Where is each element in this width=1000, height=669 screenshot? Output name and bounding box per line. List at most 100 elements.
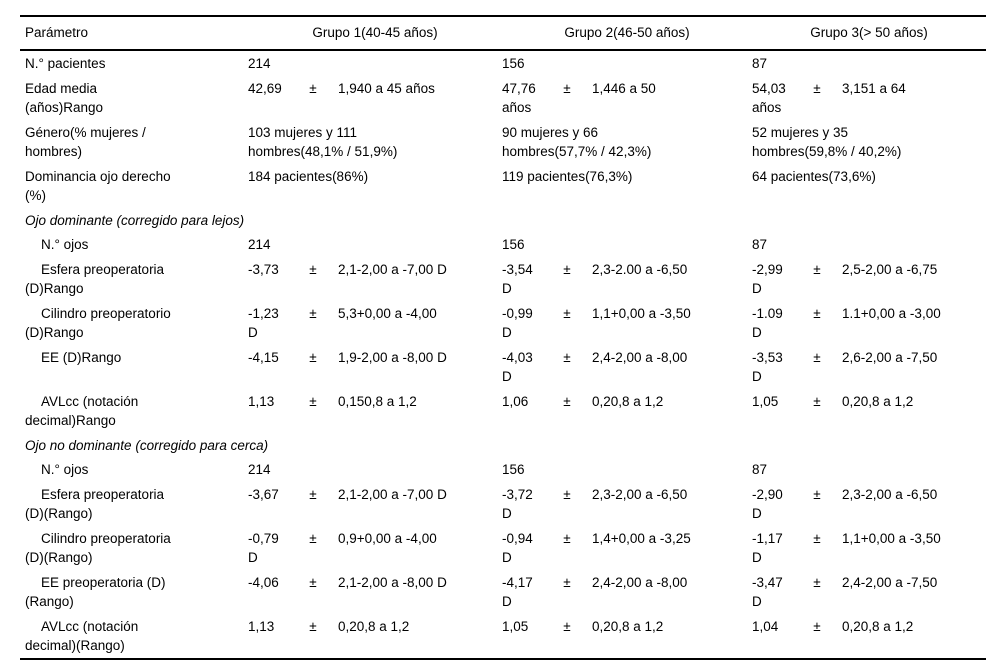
mean-value: -1,17 xyxy=(752,531,783,546)
group3-value-cell: 87 xyxy=(752,54,986,73)
plus-minus-symbol: ± xyxy=(563,81,571,96)
value-line: 90 mujeres y 66 xyxy=(502,125,599,140)
value-line: 156 xyxy=(502,462,525,477)
sd-and-range: 1,1+0,00 a -3,50 xyxy=(842,531,941,546)
plus-minus-symbol: ± xyxy=(563,394,571,409)
value-line: 214 xyxy=(248,462,271,477)
table-row: N.° ojos 214 156 87 xyxy=(20,457,986,482)
value-line: 87 xyxy=(752,462,768,477)
group2-value-cell: -0,94 ±1,4+0,00 a -3,25 D xyxy=(502,529,752,567)
plus-minus-symbol: ± xyxy=(563,306,571,321)
group1-value-cell: 184 pacientes(86%) xyxy=(248,167,502,205)
parameter-label: Dominancia ojo derecho (%) xyxy=(20,167,248,205)
value-line: 156 xyxy=(502,237,525,252)
range-wrap-line: D xyxy=(752,369,762,384)
table-row: AVLcc (notación decimal)(Rango) 1,13 ±0,20,… xyxy=(20,614,986,658)
plus-minus-symbol: ± xyxy=(309,575,317,590)
range-wrap-line: D xyxy=(752,594,762,609)
mean-value: -0,79 xyxy=(248,531,279,546)
label-line: Edad media xyxy=(25,81,98,96)
range-wrap-line: años xyxy=(752,100,782,115)
range-wrap-line: D xyxy=(752,281,762,296)
parameter-label: Esfera preoperatoria (D)(Rango) xyxy=(20,485,248,523)
sd-and-range: 0,150,8 a 1,2 xyxy=(338,394,417,409)
mean-value: -4,03 xyxy=(502,350,533,365)
value-line: 87 xyxy=(752,56,768,71)
range-wrap-line: D xyxy=(502,369,512,384)
group1-value-cell: 103 mujeres y 111 hombres(48,1% / 51,9%) xyxy=(248,123,502,161)
mean-value: -0,94 xyxy=(502,531,533,546)
sd-and-range: 5,3+0,00 a -4,00 xyxy=(338,306,437,321)
value-line: 52 mujeres y 35 xyxy=(752,125,849,140)
sd-and-range: 2,3-2,00 a -6,50 xyxy=(842,487,938,502)
group2-value-cell: 90 mujeres y 66 hombres(57,7% / 42,3%) xyxy=(502,123,752,161)
group3-value-cell: -3,53 ±2,6-2,00 a -7,50 D xyxy=(752,348,986,386)
parameters-table: Parámetro Grupo 1(40-45 años) Grupo 2(46… xyxy=(20,15,986,660)
table-row: N.° pacientes 214 156 87 xyxy=(20,51,986,76)
group2-value-cell: 156 xyxy=(502,235,752,254)
group1-value-cell: -4,15 ±1,9-2,00 a -8,00 D xyxy=(248,348,502,386)
mean-value: -3,53 xyxy=(752,350,783,365)
plus-minus-symbol: ± xyxy=(563,531,571,546)
group2-value-cell: 1,06 ±0,20,8 a 1,2 xyxy=(502,392,752,430)
label-line: (años)Rango xyxy=(25,100,104,115)
mean-value: 1,04 xyxy=(752,619,779,634)
mean-value: -3,67 xyxy=(248,487,279,502)
range-wrap-line: D xyxy=(248,550,258,565)
plus-minus-symbol: ± xyxy=(309,394,317,409)
table-header-row: Parámetro Grupo 1(40-45 años) Grupo 2(46… xyxy=(20,17,986,51)
plus-minus-symbol: ± xyxy=(309,619,317,634)
group3-value-cell: 52 mujeres y 35 hombres(59,8% / 40,2%) xyxy=(752,123,986,161)
mean-value: -4,06 xyxy=(248,575,279,590)
group1-value-cell: -1,23 ±5,3+0,00 a -4,00 D xyxy=(248,304,502,342)
value-line: 119 pacientes(76,3%) xyxy=(502,169,633,184)
column-header-grupo-1: Grupo 1(40-45 años) xyxy=(312,25,438,40)
sd-and-range: 0,20,8 a 1,2 xyxy=(592,619,664,634)
range-wrap-line: D xyxy=(502,594,512,609)
table-row: EE preoperatoria (D) (Rango) -4,06 ±2,1-2,0… xyxy=(20,570,986,614)
label-line: AVLcc (notación xyxy=(41,619,139,634)
label-line: N.° ojos xyxy=(41,462,89,477)
sd-and-range: 2,3-2.00 a -6,50 xyxy=(592,262,688,277)
value-line: 214 xyxy=(248,56,271,71)
sd-and-range: 2,3-2,00 a -6,50 xyxy=(592,487,688,502)
sd-and-range: 1,1+0,00 a -3,50 xyxy=(592,306,691,321)
table-row: AVLcc (notación decimal)Rango 1,13 ±0,150,8… xyxy=(20,389,986,433)
value-line: hombres(59,8% / 40,2%) xyxy=(752,144,902,159)
plus-minus-symbol: ± xyxy=(813,394,821,409)
group1-value-cell: -4,06 ±2,1-2,00 a -8,00 D xyxy=(248,573,502,611)
section-title: Ojo no dominante (corregido para cerca) xyxy=(25,438,269,453)
sd-and-range: 2,4-2,00 a -8,00 xyxy=(592,575,688,590)
range-wrap-line: D xyxy=(752,550,762,565)
plus-minus-symbol: ± xyxy=(563,487,571,502)
mean-value: 1,05 xyxy=(752,394,779,409)
mean-value: 47,76 xyxy=(502,81,536,96)
mean-value: -1.09 xyxy=(752,306,783,321)
group1-value-cell: 214 xyxy=(248,235,502,254)
group3-value-cell: 54,03 ±3,151 a 64 años xyxy=(752,79,986,117)
label-line: Cilindro preoperatorio xyxy=(41,306,171,321)
mean-value: -0,99 xyxy=(502,306,533,321)
range-wrap-line: años xyxy=(502,100,532,115)
column-header-grupo-3: Grupo 3(> 50 años) xyxy=(810,25,928,40)
group1-value-cell: 42,69 ±1,940 a 45 años xyxy=(248,79,502,117)
plus-minus-symbol: ± xyxy=(813,487,821,502)
sd-and-range: 3,151 a 64 xyxy=(842,81,906,96)
mean-value: -2,99 xyxy=(752,262,783,277)
parameter-label: Cilindro preoperatoria (D)(Rango) xyxy=(20,529,248,567)
column-header-grupo-2: Grupo 2(46-50 años) xyxy=(564,25,690,40)
parameter-label: Edad media (años)Rango xyxy=(20,79,248,117)
group3-value-cell: 64 pacientes(73,6%) xyxy=(752,167,986,205)
label-line: (D)Rango xyxy=(25,325,84,340)
label-line: decimal)Rango xyxy=(25,413,116,428)
sd-and-range: 0,9+0,00 a -4,00 xyxy=(338,531,437,546)
group2-value-cell: -3,72 ±2,3-2,00 a -6,50 D xyxy=(502,485,752,523)
plus-minus-symbol: ± xyxy=(563,575,571,590)
parameter-label: AVLcc (notación decimal)Rango xyxy=(20,392,248,430)
mean-value: -4,17 xyxy=(502,575,533,590)
plus-minus-symbol: ± xyxy=(813,262,821,277)
plus-minus-symbol: ± xyxy=(813,531,821,546)
sd-and-range: 0,20,8 a 1,2 xyxy=(592,394,664,409)
plus-minus-symbol: ± xyxy=(309,350,317,365)
plus-minus-symbol: ± xyxy=(309,262,317,277)
